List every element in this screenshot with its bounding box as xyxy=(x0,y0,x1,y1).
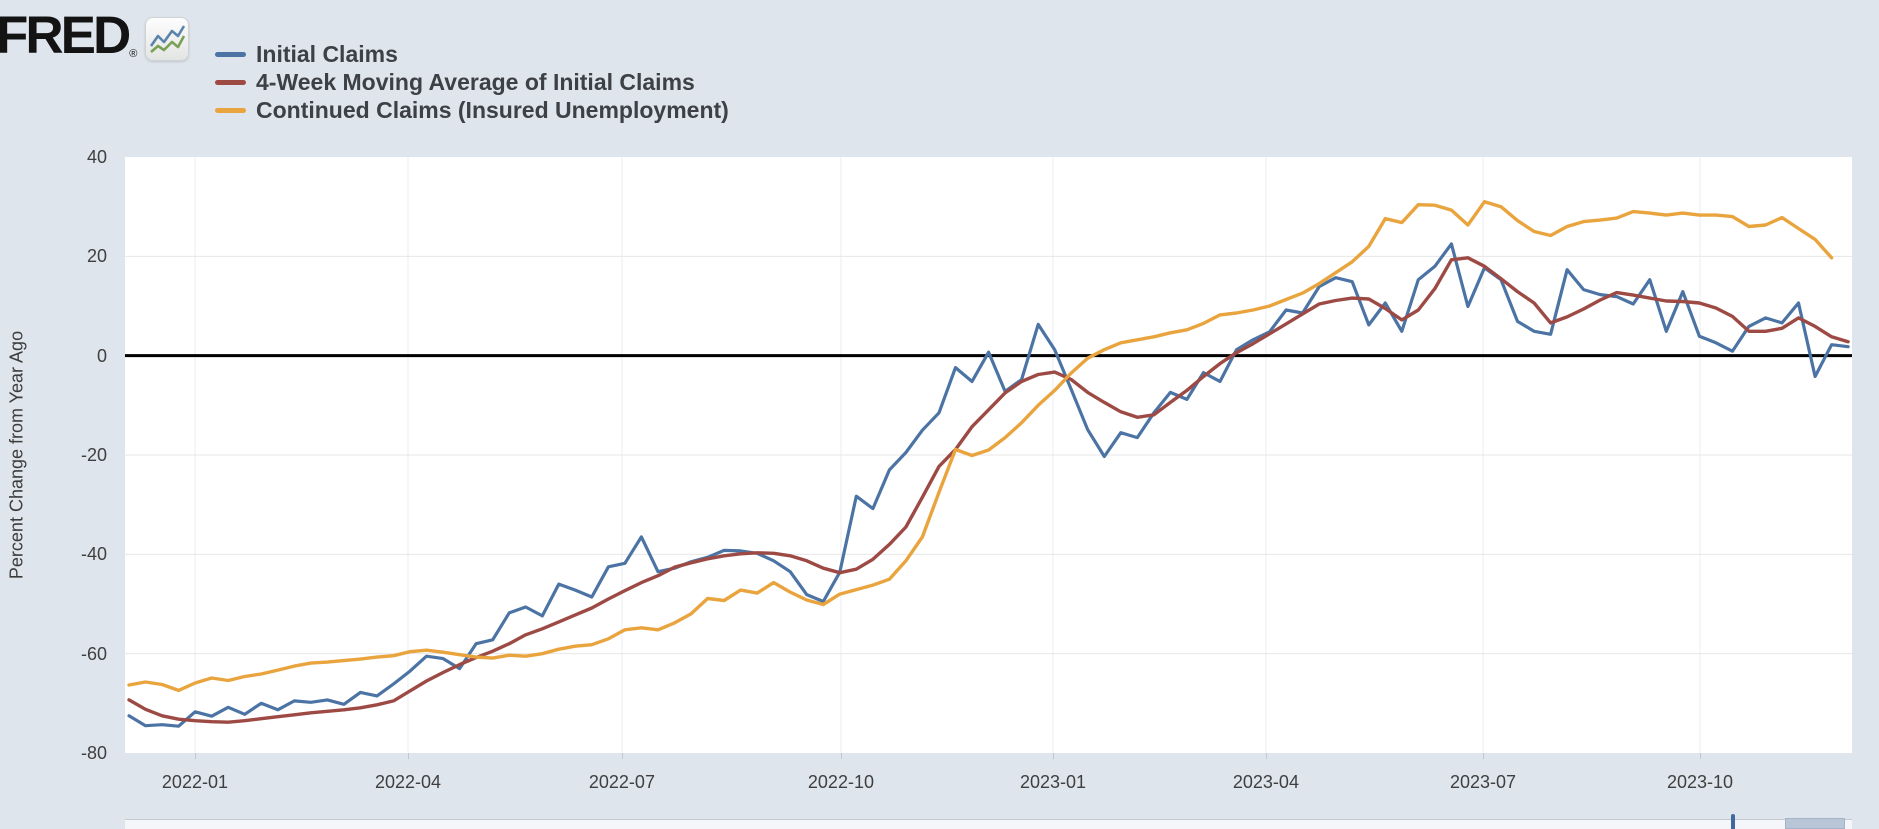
x-axis-tick-label: 2023-04 xyxy=(1232,772,1299,792)
range-slider-track[interactable] xyxy=(125,820,1852,829)
legend-label: Initial Claims xyxy=(256,40,398,67)
y-axis-tick-label: -80 xyxy=(80,743,107,763)
legend-label: Continued Claims (Insured Unemployment) xyxy=(256,96,729,123)
x-axis-tickmark xyxy=(840,753,842,759)
y-axis-tick-label: -20 xyxy=(80,445,107,465)
legend-swatch-icon xyxy=(215,79,246,85)
y-axis-tick-label: 40 xyxy=(86,147,107,167)
legend-swatch-icon xyxy=(215,51,246,57)
initial-claims-history-spike xyxy=(1731,814,1735,829)
y-axis-tick-label: 20 xyxy=(86,246,107,267)
x-axis-tickmark xyxy=(621,753,623,759)
x-axis-tickmark xyxy=(194,753,196,759)
y-axis-tick-label: -40 xyxy=(80,544,107,565)
x-axis-tick-label: 2022-10 xyxy=(807,772,874,792)
x-axis-tick-label: 2022-07 xyxy=(588,772,655,792)
y-axis-title: Percent Change from Year Ago xyxy=(6,330,27,580)
legend-item-1: 4-Week Moving Average of Initial Claims xyxy=(215,68,729,96)
chart-plot-area[interactable] xyxy=(125,157,1852,753)
y-axis-tick-label: -60 xyxy=(80,643,107,664)
fred-logo-text: FRED xyxy=(0,6,131,65)
legend-item-0: Initial Claims xyxy=(215,40,729,68)
series-line-2 xyxy=(127,200,1834,693)
legend-item-2: Continued Claims (Insured Unemployment) xyxy=(215,96,729,124)
x-axis-tickmark xyxy=(1482,753,1484,759)
y-axis-tick-label: 0 xyxy=(96,345,107,366)
legend-swatch-icon xyxy=(215,107,246,113)
chart-legend: Initial Claims 4-Week Moving Average of I… xyxy=(215,40,729,124)
x-axis-tick-label: 2022-04 xyxy=(374,772,442,792)
x-axis-tickmark xyxy=(408,753,410,759)
series-line-0 xyxy=(127,242,1850,728)
x-axis-tick-label: 2023-10 xyxy=(1666,772,1734,792)
series-line-1 xyxy=(127,256,1850,724)
x-axis-tick-label: 2023-07 xyxy=(1449,772,1516,792)
x-axis-tick-label: 2022-01 xyxy=(161,772,228,792)
legend-label: 4-Week Moving Average of Initial Claims xyxy=(256,68,695,95)
x-axis-tickmark xyxy=(1265,753,1267,759)
range-slider-divider xyxy=(125,819,1852,820)
x-axis-tickmark xyxy=(1053,753,1055,759)
fred-logo[interactable]: FRED ® xyxy=(0,6,190,65)
fred-sparkline-icon xyxy=(145,17,190,61)
x-axis-tickmark xyxy=(1700,753,1701,759)
range-slider-handle[interactable] xyxy=(1785,818,1845,829)
x-axis-tick-label: 2023-01 xyxy=(1019,772,1087,792)
registered-trademark-symbol: ® xyxy=(129,48,138,60)
